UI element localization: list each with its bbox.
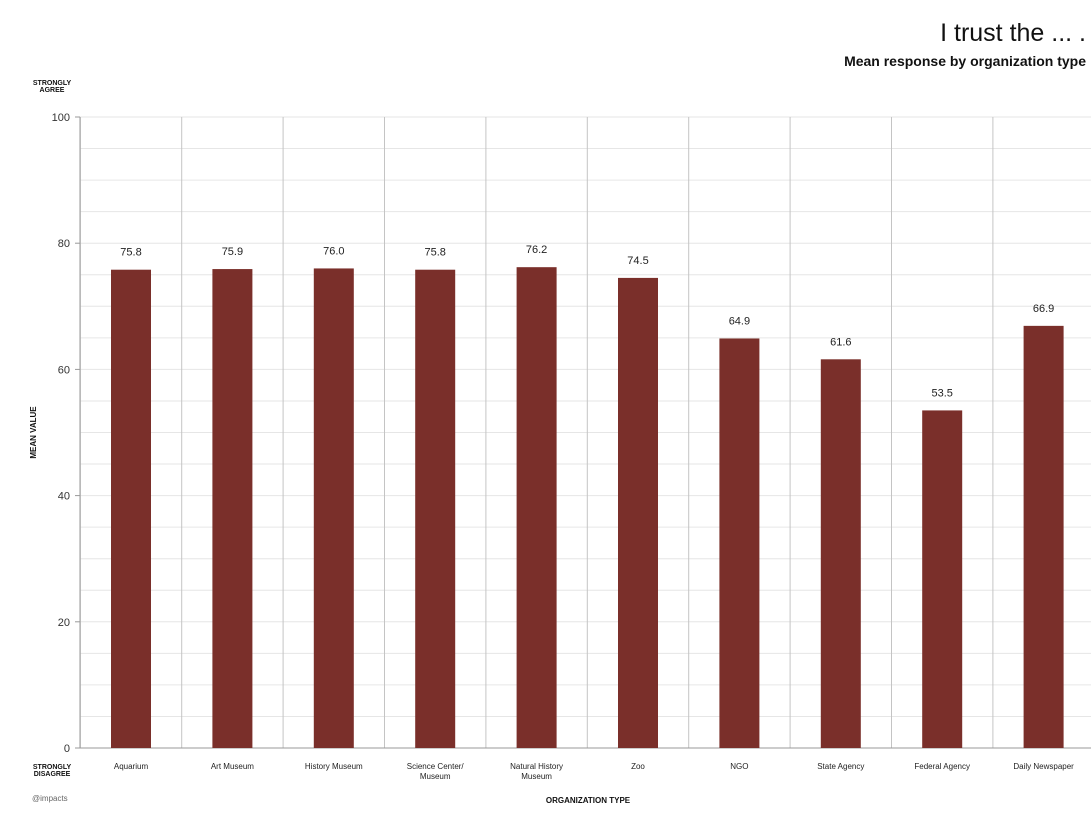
y-tick-label: 0 bbox=[64, 743, 70, 755]
data-label: 75.8 bbox=[120, 247, 141, 259]
bar bbox=[212, 269, 253, 748]
bar bbox=[618, 277, 658, 748]
bar bbox=[820, 359, 861, 748]
y-axis-title: MEAN VALUE bbox=[29, 406, 38, 459]
data-label: 74.5 bbox=[627, 255, 648, 267]
data-label: 66.9 bbox=[1033, 303, 1054, 315]
x-tick-label: State Agency bbox=[817, 762, 864, 771]
y-tick-label: 20 bbox=[58, 617, 70, 629]
y-bottom-anchor-label: DISAGREE bbox=[34, 771, 71, 778]
x-tick-label: NGO bbox=[730, 762, 748, 771]
y-tick-label: 100 bbox=[52, 112, 70, 124]
data-label: 64.9 bbox=[729, 315, 750, 327]
chart-title: I trust the ... . bbox=[940, 19, 1086, 47]
bar bbox=[516, 267, 557, 748]
x-tick-label: History Museum bbox=[305, 762, 363, 771]
x-tick-label: Zoo bbox=[631, 762, 645, 771]
bar bbox=[1023, 325, 1064, 748]
y-tick-label: 80 bbox=[58, 238, 70, 250]
credit-text: @impacts bbox=[32, 794, 68, 803]
data-label: 76.2 bbox=[526, 244, 547, 256]
data-label: 75.8 bbox=[424, 247, 445, 259]
x-tick-label: Museum bbox=[420, 772, 451, 781]
x-tick-label: Natural History bbox=[510, 762, 563, 771]
x-tick-label: Science Center/ bbox=[407, 762, 465, 771]
y-tick-label: 40 bbox=[58, 491, 70, 503]
x-tick-label: Daily Newspaper bbox=[1013, 762, 1074, 771]
data-label: 61.6 bbox=[830, 336, 851, 348]
bar bbox=[719, 338, 760, 748]
x-tick-label: Art Museum bbox=[211, 762, 254, 771]
labels: 020406080100STRONGLYAGREESTRONGLYDISAGRE… bbox=[29, 80, 1074, 805]
bars bbox=[111, 267, 1064, 748]
data-label: 53.5 bbox=[931, 387, 952, 399]
bar bbox=[111, 269, 151, 748]
x-axis-title: ORGANIZATION TYPE bbox=[546, 796, 631, 805]
y-top-anchor-label: AGREE bbox=[40, 87, 65, 94]
data-label: 76.0 bbox=[323, 245, 344, 257]
x-tick-label: Aquarium bbox=[114, 762, 149, 771]
bar bbox=[313, 268, 354, 748]
data-label: 75.9 bbox=[222, 246, 243, 258]
x-tick-label: Federal Agency bbox=[914, 762, 970, 771]
x-tick-label: Museum bbox=[521, 772, 552, 781]
y-bottom-anchor-label: STRONGLY bbox=[33, 764, 72, 771]
y-tick-label: 60 bbox=[58, 364, 70, 376]
bar bbox=[415, 269, 456, 748]
bar bbox=[922, 410, 963, 748]
chart-subtitle: Mean response by organization type bbox=[844, 53, 1086, 69]
y-top-anchor-label: STRONGLY bbox=[33, 80, 72, 87]
